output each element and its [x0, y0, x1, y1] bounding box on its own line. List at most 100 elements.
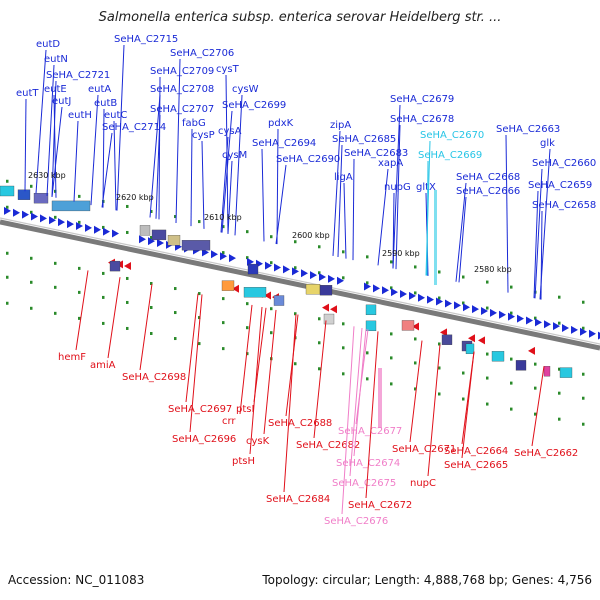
guide-dot — [390, 286, 393, 290]
forward-leader-line — [540, 210, 543, 300]
kbp-tick-label: 2590 kbp — [382, 249, 420, 258]
forward-gene-arrow — [409, 291, 416, 300]
forward-leader-line — [155, 114, 161, 219]
guide-dot — [102, 225, 105, 229]
guide-dot — [510, 357, 513, 361]
guide-dot — [150, 306, 153, 309]
feature-block — [465, 343, 475, 355]
forward-gene-arrow — [211, 250, 218, 259]
backbone-highlight — [0, 217, 600, 345]
guide-dot — [246, 230, 249, 234]
forward-gene-label: cysT — [216, 64, 240, 75]
forward-gene-arrow — [103, 227, 110, 236]
feature-block — [51, 200, 91, 212]
feature-block — [221, 280, 235, 291]
guide-dot — [318, 367, 321, 371]
guide-dot — [294, 266, 297, 270]
forward-gene-arrow — [562, 324, 569, 333]
reverse-leader-line — [427, 344, 441, 477]
guide-dot — [534, 316, 537, 320]
forward-leader-line — [51, 106, 63, 197]
reverse-gene-label: SeHA_C2698 — [122, 372, 186, 383]
guide-dot — [558, 417, 561, 421]
guide-dot — [30, 184, 33, 188]
forward-leader-line — [534, 168, 543, 299]
forward-leader-line — [352, 158, 355, 261]
forward-leader-line — [533, 190, 539, 299]
guide-dot — [246, 256, 249, 260]
forward-gene-label: nupG — [384, 182, 411, 193]
forward-gene-arrow — [445, 299, 452, 308]
forward-gene-arrow — [535, 318, 542, 327]
forward-leader-line — [458, 196, 467, 283]
kbp-tick-label: 2580 kbp — [474, 265, 512, 274]
kbp-tick-label: 2610 kbp — [204, 213, 242, 222]
guide-dot — [582, 300, 585, 304]
forward-gene-arrow — [517, 314, 524, 323]
forward-gene-label: SeHA_C2660 — [532, 158, 596, 169]
guide-dot — [342, 276, 345, 280]
guide-dot — [414, 337, 417, 341]
forward-leader-line — [505, 134, 509, 293]
reverse-gene-arrow — [528, 346, 535, 355]
forward-leader-line — [90, 94, 99, 206]
guide-dot — [246, 326, 249, 330]
forward-gene-label: SeHA_C2670 — [420, 130, 484, 141]
guide-dot — [414, 291, 417, 295]
guide-dot — [6, 275, 9, 279]
guide-dot — [270, 261, 273, 265]
reverse-gene-label: SeHA_C2671 — [392, 444, 456, 455]
forward-gene-arrow — [319, 272, 326, 281]
guide-dot — [558, 391, 561, 395]
feature-block — [167, 235, 181, 246]
forward-gene-arrow — [463, 303, 470, 312]
guide-dot — [270, 235, 273, 239]
guide-dot — [150, 332, 153, 335]
guide-dot — [126, 276, 129, 280]
guide-dot — [582, 422, 585, 426]
reverse-leader-line — [139, 283, 153, 371]
forward-leader-line — [46, 64, 55, 196]
reverse-gene-label: SeHA_C2665 — [444, 460, 508, 471]
forward-leader-line — [392, 104, 401, 269]
guide-dot — [102, 321, 105, 325]
reverse-leader-line — [353, 328, 367, 457]
forward-gene-label: zipA — [330, 120, 351, 131]
guide-dot — [6, 251, 9, 255]
forward-gene-label: glk — [540, 138, 555, 149]
forward-leader-line — [275, 164, 287, 245]
feature-block — [273, 295, 285, 306]
forward-gene-arrow — [382, 286, 389, 295]
forward-gene-arrow — [481, 307, 488, 316]
forward-gene-arrow — [76, 221, 83, 230]
reverse-leader-line — [263, 309, 277, 435]
genome-summary-text: Topology: circular; Length: 4,888,768 bp… — [262, 573, 592, 587]
feature-block — [543, 366, 551, 377]
reverse-leader-line — [531, 366, 545, 447]
forward-gene-label: cysP — [192, 130, 215, 141]
reverse-gene-arrow — [330, 305, 337, 314]
forward-gene-label: SeHA_C2685 — [332, 134, 396, 145]
forward-leader-line — [221, 110, 233, 233]
feature-block — [401, 320, 415, 331]
reverse-gene-label: SeHA_C2677 — [338, 426, 402, 437]
reverse-leader-line — [185, 293, 199, 403]
forward-gene-arrow — [436, 297, 443, 306]
reverse-gene-label: hemF — [58, 352, 86, 363]
forward-gene-arrow — [94, 225, 101, 234]
reverse-gene-label: SeHA_C2676 — [324, 516, 388, 527]
reverse-gene-label: ptsI — [236, 404, 254, 415]
forward-gene-label: SeHA_C2715 — [114, 34, 178, 45]
feature-block — [323, 313, 335, 325]
reverse-leader-line — [249, 306, 263, 455]
feature-block — [515, 360, 527, 371]
forward-leader-line — [149, 94, 161, 218]
guide-dot — [414, 265, 417, 269]
forward-gene-arrow — [427, 295, 434, 304]
forward-leader-line — [51, 80, 57, 197]
forward-gene-label: SeHA_C2663 — [496, 124, 560, 135]
guide-dot — [54, 215, 57, 219]
accession-text: Accession: NC_011083 — [8, 573, 145, 587]
reverse-leader-line — [107, 277, 121, 359]
